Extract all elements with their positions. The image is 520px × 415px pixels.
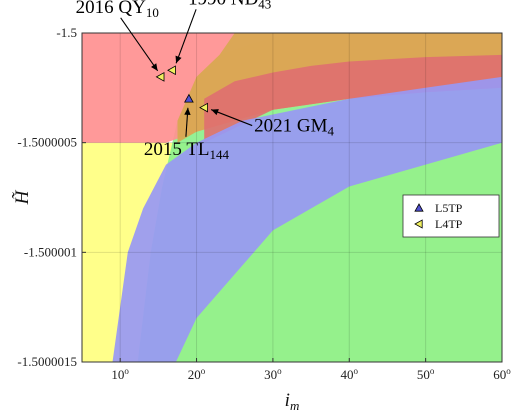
markers-layer — [155, 65, 208, 113]
y-tick-label: -1.5000015 — [17, 354, 77, 369]
region-blue — [112, 76, 502, 362]
annotation-label: 2015 TL144 — [144, 139, 230, 162]
annotation-arrow-line — [120, 17, 159, 72]
x-axis-label: im — [285, 390, 300, 413]
x-tick-label: 40o — [341, 366, 359, 382]
marker-l4tp — [199, 102, 208, 113]
x-tick-label: 30o — [264, 366, 282, 382]
annotation-label: 2021 GM4 — [254, 116, 334, 139]
legend-box — [402, 194, 500, 238]
annotations-layer: 2015 TL144 2016 QY10 1990 ND43 2021 GM4 — [76, 0, 335, 162]
plot-frame — [81, 32, 503, 363]
annotation-arrowhead — [151, 63, 158, 71]
legend-label-l4tp: L4TP — [435, 217, 463, 231]
region-red — [204, 54, 502, 143]
y-axis-label: H̃ — [12, 189, 33, 205]
ticks-layer: 10o 20o 30o 40o 50o 60o -1.5 -1.5000005 -1.50000… — [17, 25, 511, 382]
marker-l4tp — [155, 71, 165, 82]
annotation-label: 2016 QY10 — [76, 0, 159, 20]
marker-l4tp — [167, 65, 176, 76]
legend-marker-l4tp — [414, 219, 423, 229]
legend-label-l5tp: L5TP — [435, 201, 463, 215]
annotation-arrow-line — [210, 109, 253, 127]
annotation-arrow-line — [175, 9, 197, 64]
x-tick-label: 20o — [188, 366, 206, 382]
x-tick-label: 50o — [417, 366, 435, 382]
marker-l5tp — [184, 93, 194, 103]
y-tick-label: -1.5000005 — [17, 135, 77, 150]
annotation-arrowhead — [184, 107, 191, 116]
x-tick-label: 10o — [111, 366, 129, 382]
x-tick-label: 60o — [493, 366, 511, 382]
legend: L5TP L4TP — [402, 194, 500, 238]
annotation-arrowhead — [175, 55, 182, 64]
legend-marker-l5tp — [414, 203, 424, 212]
y-tick-label: -1.500001 — [24, 244, 77, 259]
annotation-arrowhead — [211, 109, 219, 116]
annotation-label: 1990 ND43 — [188, 0, 271, 11]
y-tick-label: -1.5 — [56, 25, 77, 40]
